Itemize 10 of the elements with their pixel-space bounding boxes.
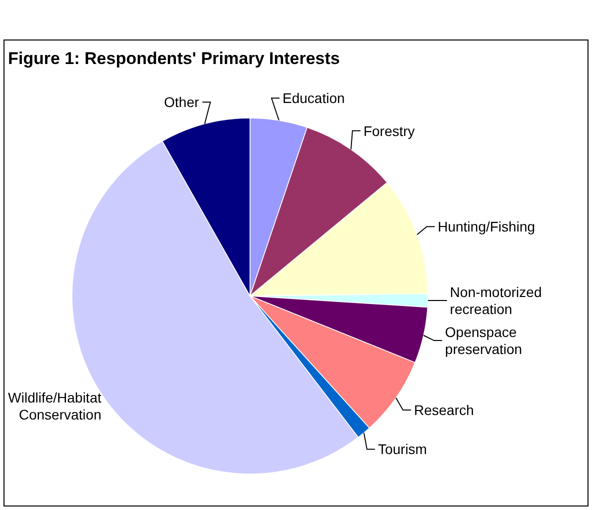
chart-title: Figure 1: Respondents' Primary Interests — [8, 49, 340, 68]
slice-label: Hunting/Fishing — [438, 218, 536, 235]
slice-label: Non-motorized recreation — [450, 284, 542, 318]
slice-label: Tourism — [378, 441, 427, 458]
slice-label: Other — [164, 94, 200, 110]
slice-label: Openspace preservation — [445, 324, 522, 358]
slice-label: Wildlife/Habitat Conservation — [8, 389, 102, 422]
slice-label: Forestry — [363, 122, 415, 139]
slice-label: Education — [282, 90, 345, 106]
slice-label: Research — [414, 402, 474, 418]
